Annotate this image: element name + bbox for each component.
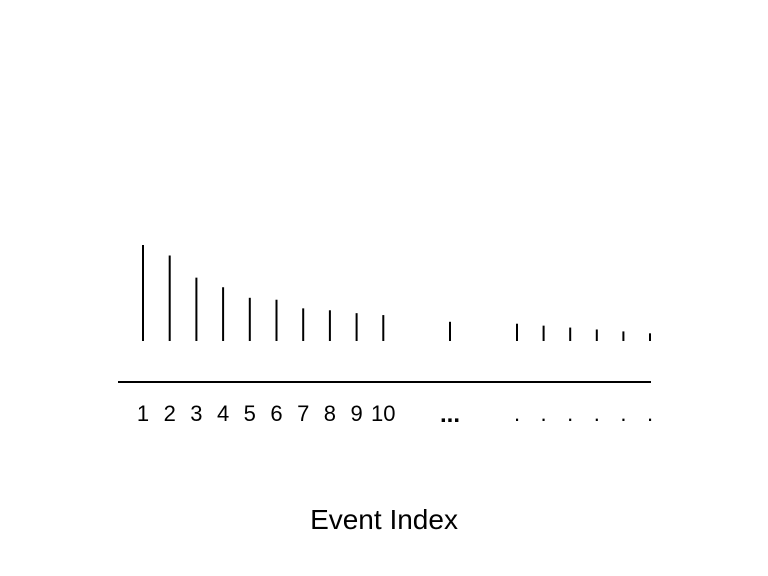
ellipsis-label: ... xyxy=(440,401,460,428)
event-label-4: 4 xyxy=(217,401,229,426)
event-label-7: 7 xyxy=(297,401,309,426)
event-label-9: 9 xyxy=(350,401,362,426)
event-spikes xyxy=(142,245,651,341)
event-dot-label-6: . xyxy=(647,401,653,426)
event-label-5: 5 xyxy=(244,401,256,426)
event-dot-label-1: . xyxy=(514,401,520,426)
event-label-3: 3 xyxy=(190,401,202,426)
event-dot-label-4: . xyxy=(594,401,600,426)
event-label-10: 10 xyxy=(371,401,395,426)
event-label-6: 6 xyxy=(270,401,282,426)
x-axis-title: Event Index xyxy=(310,504,458,535)
event-label-8: 8 xyxy=(324,401,336,426)
event-labels: 1 2 3 4 5 6 7 8 9 10...... xyxy=(137,401,653,426)
event-label-1: 1 xyxy=(137,401,149,426)
event-dot-label-3: . xyxy=(567,401,573,426)
event-dot-label-5: . xyxy=(620,401,626,426)
event-dot-label-2: . xyxy=(541,401,547,426)
event-label-2: 2 xyxy=(164,401,176,426)
